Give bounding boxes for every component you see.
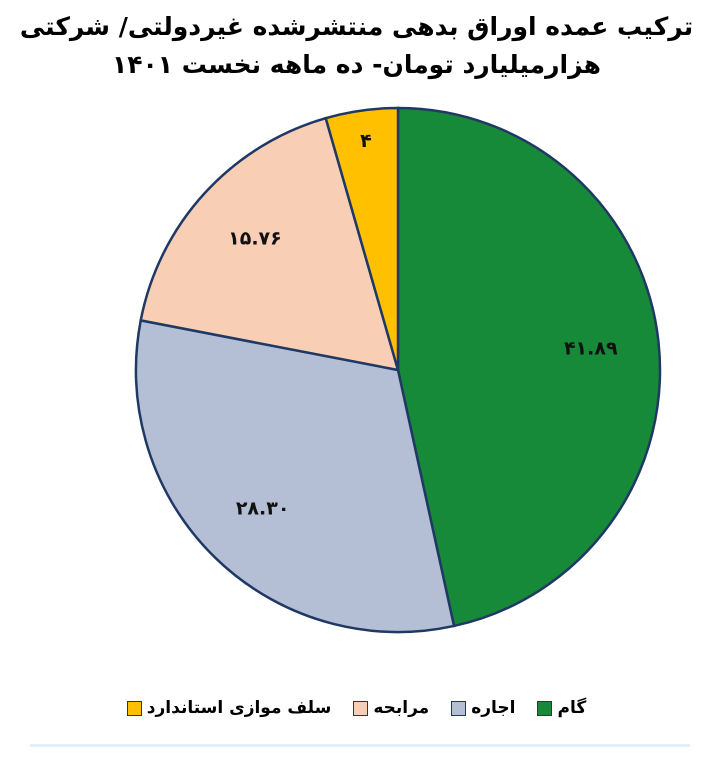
legend-item: سلف موازی استاندارد <box>126 698 332 718</box>
data-label: ۴ <box>360 130 372 152</box>
data-label: ۱۵.۷۶ <box>228 228 282 250</box>
chart: ۴۱.۸۹ ۲۸.۳۰ ۱۵.۷۶ ۴ <box>134 106 662 634</box>
legend-swatch <box>126 700 142 716</box>
legend-swatch <box>451 700 467 716</box>
data-label: ۲۸.۳۰ <box>236 497 290 519</box>
data-label: ۴۱.۸۹ <box>564 338 618 360</box>
legend-swatch <box>353 700 369 716</box>
legend: گام اجاره مرابحه سلف موازی استاندارد <box>0 698 713 718</box>
pie-slice <box>396 106 662 628</box>
legend-label: گام <box>557 698 587 718</box>
pie-slice <box>139 116 400 372</box>
legend-label: اجاره <box>471 698 516 718</box>
footer-line <box>30 744 690 747</box>
pie-slice <box>134 318 456 634</box>
legend-label: مرابحه <box>373 698 430 718</box>
legend-item: اجاره <box>451 698 515 718</box>
legend-swatch <box>537 700 553 716</box>
pie-slice <box>324 106 400 371</box>
legend-item: مرابحه <box>353 698 429 718</box>
legend-label: سلف موازی استاندارد <box>146 698 332 718</box>
chart-subtitle: هزارمیلیارد تومان- ده ماهه نخست ۱۴۰۱ <box>111 50 601 79</box>
legend-item: گام <box>537 698 586 718</box>
chart-title: ترکیب عمده اوراق بدهی منتشرشده غیردولتی/… <box>19 12 694 41</box>
